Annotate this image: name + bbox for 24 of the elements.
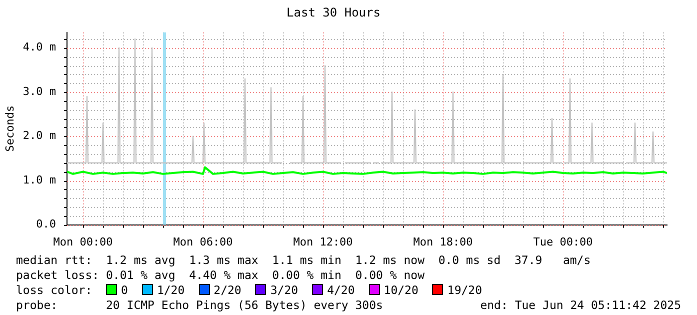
legend-label: 4/20 [326,283,355,297]
text: packet loss: 0.01 % avg 4.40 % max 0.00 % min 0.00 % now [16,268,424,283]
text: end: Tue Jun 24 05:11:42 2025 [480,298,681,313]
legend-label: 3/20 [269,283,298,297]
y-tick-label: 0.0 [36,218,56,231]
chart-title: Last 30 Hours [286,5,380,20]
x-tick-label: Mon 18:00 [413,235,473,248]
legend-label: 19/20 [446,283,482,297]
y-tick-label: 3.0 m [22,84,56,98]
y-tick-label: 2.0 m [22,129,56,142]
legend-label: 2/20 [212,283,242,297]
legend-title: loss color: [16,283,94,297]
legend-label: 0 [120,283,128,297]
text: probe: 20 ICMP Echo Pings (56 Bytes) every 300s [16,298,383,313]
x-tick-label: Tue 00:00 [533,235,593,248]
x-tick-label: Mon 12:00 [293,235,353,248]
text: median rtt: 1.2 ms avg 1.3 ms max 1.1 ms min 1.2 ms now 0.0 ms sd 37.9 am/s [16,253,591,268]
x-tick-label: Mon 06:00 [173,235,233,248]
y-tick-label: 4.0 m [22,40,56,54]
y-axis-title: Seconds [3,105,16,152]
legend-label: 1/20 [156,283,185,297]
y-tick-label: 1.0 m [22,173,56,186]
x-tick-label: Mon 00:00 [53,235,113,248]
legend-label: 10/20 [382,283,418,297]
